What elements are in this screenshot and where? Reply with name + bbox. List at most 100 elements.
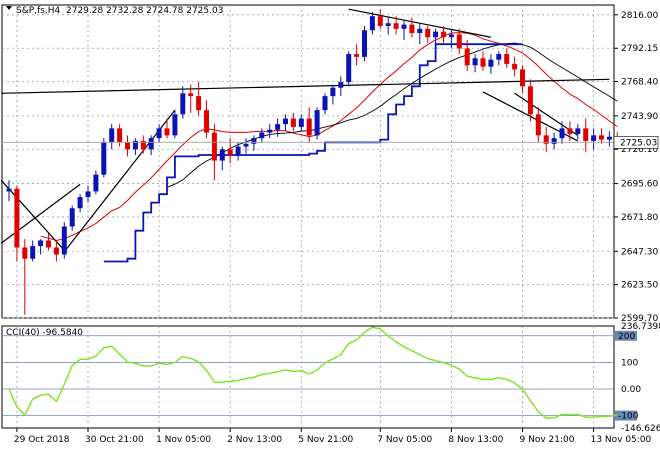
candle-body: [6, 188, 12, 192]
current-price-label: 2725.03: [620, 138, 657, 148]
indicator-plot-frame: [1, 325, 615, 429]
candle-body: [377, 16, 383, 27]
candle-body: [172, 114, 178, 136]
candle-body: [85, 191, 91, 198]
moving-average-slow: [166, 42, 618, 188]
candle-body: [354, 54, 360, 57]
x-tick-label: 8 Nov 13:00: [448, 435, 503, 445]
candle-body: [117, 128, 123, 143]
candle-body: [259, 132, 265, 139]
trailing-stop-line: [103, 43, 523, 263]
candle-body: [464, 48, 470, 66]
trendline-resistance-early: [0, 179, 65, 251]
x-tick-label: 7 Nov 05:00: [377, 435, 432, 445]
candle-body: [527, 86, 533, 115]
moving-average-fast: [40, 32, 618, 242]
cci-tick-label: 236.7398: [621, 322, 660, 332]
candle-body: [567, 128, 573, 134]
cci-tick-label: 100: [621, 358, 638, 368]
y-tick-label: 2599.70: [621, 314, 658, 324]
candle-body: [93, 174, 99, 192]
y-tick-label: 2720.10: [621, 145, 658, 155]
trendline-support-rise: [63, 109, 176, 253]
candle-body: [575, 128, 581, 134]
candle-body: [140, 140, 146, 150]
y-tick-label: 2695.60: [621, 180, 658, 190]
y-tick-label: 2768.40: [621, 78, 658, 88]
candle-body: [306, 118, 312, 136]
candle-body: [267, 129, 273, 133]
candle-body: [275, 124, 281, 130]
candle-body: [314, 110, 320, 136]
candle-body: [488, 59, 494, 67]
candle-body: [180, 93, 186, 115]
candle-body: [583, 128, 589, 141]
candle-body: [196, 96, 202, 111]
candle-body: [433, 31, 439, 38]
cci-level-label: 200: [618, 332, 635, 342]
x-tick-label: 30 Oct 21:00: [85, 435, 144, 445]
candle-body: [409, 24, 415, 34]
y-tick-label: 2671.80: [621, 213, 658, 223]
candle-body: [61, 226, 67, 255]
candle-body: [101, 142, 107, 175]
cci-level-box: [615, 410, 637, 421]
y-tick-label: 2623.50: [621, 281, 658, 291]
candle-body: [243, 143, 249, 147]
candle-body: [77, 197, 83, 209]
candle-body: [448, 34, 454, 38]
cci-indicator-label: CCI(40) -96.5840: [6, 328, 83, 338]
candle-body: [125, 142, 130, 150]
y-tick-label: 2792.15: [621, 44, 658, 54]
trendline-wedge-upper: [514, 92, 579, 136]
candle-body: [53, 247, 59, 255]
candle-body: [393, 23, 399, 29]
candle-body: [30, 246, 36, 259]
candle-body: [512, 63, 518, 70]
candle-body: [38, 240, 44, 247]
trendline-long-channel: [1, 78, 610, 94]
cci-level-box: [615, 330, 637, 341]
y-tick-label: 2743.90: [621, 112, 658, 122]
candle-body: [204, 110, 209, 133]
candle-body: [456, 34, 462, 49]
candle-body: [425, 28, 431, 38]
symbol-label: S&P,fs,H4: [16, 6, 61, 16]
candle-body: [543, 135, 549, 144]
ohlc-values: 2729.28 2732.28 2724.78 2725.03: [66, 6, 223, 16]
candle-body: [472, 58, 478, 66]
candle-body: [330, 87, 336, 97]
x-tick-label: 5 Nov 21:00: [298, 435, 353, 445]
candle-body: [346, 54, 352, 83]
candle-body: [441, 31, 446, 38]
candle-body: [290, 118, 296, 127]
candle-body: [283, 118, 288, 125]
x-tick-label: 29 Oct 2018: [14, 435, 70, 445]
candle-body: [362, 30, 367, 57]
candle-body: [156, 128, 162, 139]
candle-body: [551, 138, 557, 144]
trendline-support-low: [0, 183, 81, 244]
x-tick-label: 2 Nov 13:00: [227, 435, 282, 445]
dropdown-arrow-icon: [6, 6, 12, 10]
candle-body: [559, 128, 565, 139]
x-tick-label: 13 Nov 05:00: [591, 435, 652, 445]
candle-body: [535, 114, 541, 136]
candle-body: [606, 136, 612, 140]
candle-body: [69, 208, 75, 227]
candle-body: [188, 93, 194, 97]
candle-body: [504, 54, 510, 64]
candle-body: [251, 138, 257, 144]
candle-body: [219, 149, 225, 161]
candle-body: [227, 149, 233, 155]
candle-body: [164, 128, 170, 136]
candle-body: [298, 118, 304, 127]
candle-body: [148, 138, 154, 150]
candle-body: [109, 128, 115, 143]
candle-body: [235, 146, 241, 155]
cci-level-label: -100: [618, 412, 639, 422]
candle-body: [599, 135, 604, 140]
candle-body: [417, 28, 423, 34]
